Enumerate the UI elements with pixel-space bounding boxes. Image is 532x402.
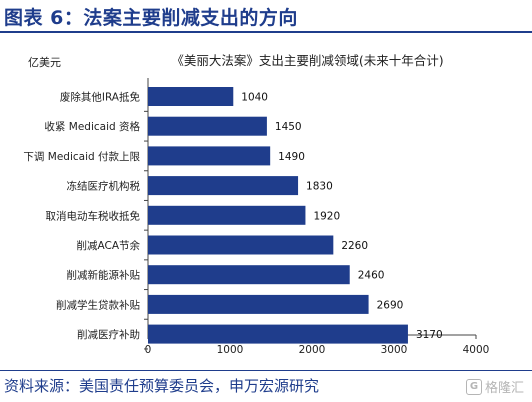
bar xyxy=(148,176,299,196)
header-divider xyxy=(0,31,532,33)
bar xyxy=(148,265,350,285)
category-label: 削减医疗补助 xyxy=(77,328,140,341)
footer-divider xyxy=(0,370,532,371)
figure-title: 图表 6：法案主要削减支出的方向 xyxy=(4,7,298,29)
value-label: 1920 xyxy=(313,210,340,222)
category-label: 收紧 Medicaid 资格 xyxy=(44,120,140,133)
source-note: 资料来源：美国责任预算委员会，申万宏源研究 xyxy=(4,377,320,395)
bar xyxy=(148,146,271,166)
category-label: 下调 Medicaid 付款上限 xyxy=(23,150,140,163)
watermark: G 格隆汇 xyxy=(465,377,524,396)
category-label: 取消电动车税收抵免 xyxy=(46,209,141,222)
bar xyxy=(148,324,408,344)
x-tick-label: 4000 xyxy=(463,344,490,356)
value-label: 1450 xyxy=(275,121,302,133)
value-label: 2690 xyxy=(377,299,404,311)
bar xyxy=(148,87,234,106)
chart-title: 《美丽大法案》支出主要削减领域(未来十年合计) xyxy=(171,53,444,68)
x-tick-label: 0 xyxy=(145,344,152,356)
watermark-text: 格隆汇 xyxy=(484,381,524,396)
category-label: 削减新能源补贴 xyxy=(67,269,141,282)
category-label: 冻结医疗机构税 xyxy=(67,180,141,193)
value-label: 2260 xyxy=(341,240,368,252)
value-label: 1040 xyxy=(241,92,268,104)
bar xyxy=(148,294,369,314)
value-label: 1830 xyxy=(306,181,333,193)
bar xyxy=(148,205,306,225)
category-label: 削减ACA节余 xyxy=(76,239,140,252)
value-label: 1490 xyxy=(278,151,305,163)
x-tick-label: 1000 xyxy=(217,344,244,356)
watermark-logo-icon: G xyxy=(465,378,482,395)
bar xyxy=(148,116,267,136)
category-label: 削减学生贷款补贴 xyxy=(56,298,140,311)
value-label: 3170 xyxy=(416,329,443,341)
x-tick-label: 3000 xyxy=(381,344,408,356)
unit-label: 亿美元 xyxy=(28,56,61,69)
bar xyxy=(148,235,334,255)
category-label: 废除其他IRA抵免 xyxy=(60,91,141,104)
value-label: 2460 xyxy=(358,270,385,282)
bar-chart: 0 1000 2000 3000 4000 废除其他IRA抵免 1040 收紧 Medicai… xyxy=(23,78,490,356)
x-tick-label: 2000 xyxy=(299,344,326,356)
